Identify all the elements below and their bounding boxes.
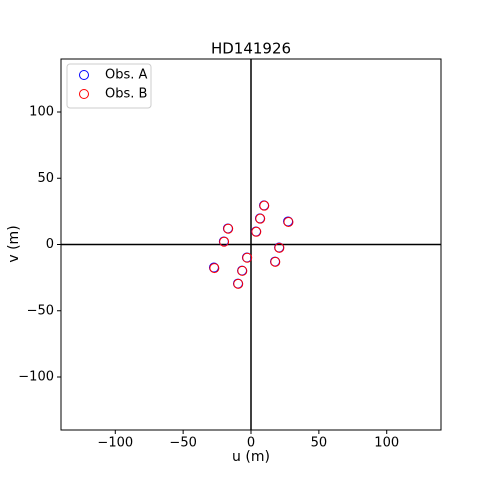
point — [274, 242, 285, 253]
x-tick-label: 50 — [311, 436, 328, 451]
legend-marker — [79, 70, 89, 80]
y-tick-label: −50 — [27, 303, 54, 318]
point — [255, 213, 266, 224]
point — [209, 263, 220, 274]
legend-marker — [79, 89, 89, 99]
point — [242, 252, 253, 263]
y-axis-label: v (m) — [6, 225, 22, 262]
point — [251, 226, 262, 237]
y-tick-label: 0 — [46, 237, 54, 252]
point — [233, 278, 244, 289]
x-tick-label: 100 — [374, 436, 399, 451]
x-tick-label: 0 — [247, 436, 255, 451]
x-axis-label: u (m) — [232, 449, 270, 465]
point — [283, 216, 294, 227]
legend-label: Obs. B — [105, 87, 147, 102]
y-tick-label: 100 — [29, 105, 54, 120]
y-tick-label: 50 — [37, 171, 54, 186]
legend-label: Obs. A — [105, 68, 148, 83]
point — [219, 236, 230, 247]
x-tick-label: −50 — [169, 436, 196, 451]
chart-title: HD141926 — [211, 40, 291, 58]
x-tick-label: −100 — [97, 436, 133, 451]
y-tick-label: −100 — [18, 370, 54, 385]
point — [237, 265, 248, 276]
point — [259, 200, 270, 211]
point — [270, 256, 281, 267]
point — [223, 223, 234, 234]
